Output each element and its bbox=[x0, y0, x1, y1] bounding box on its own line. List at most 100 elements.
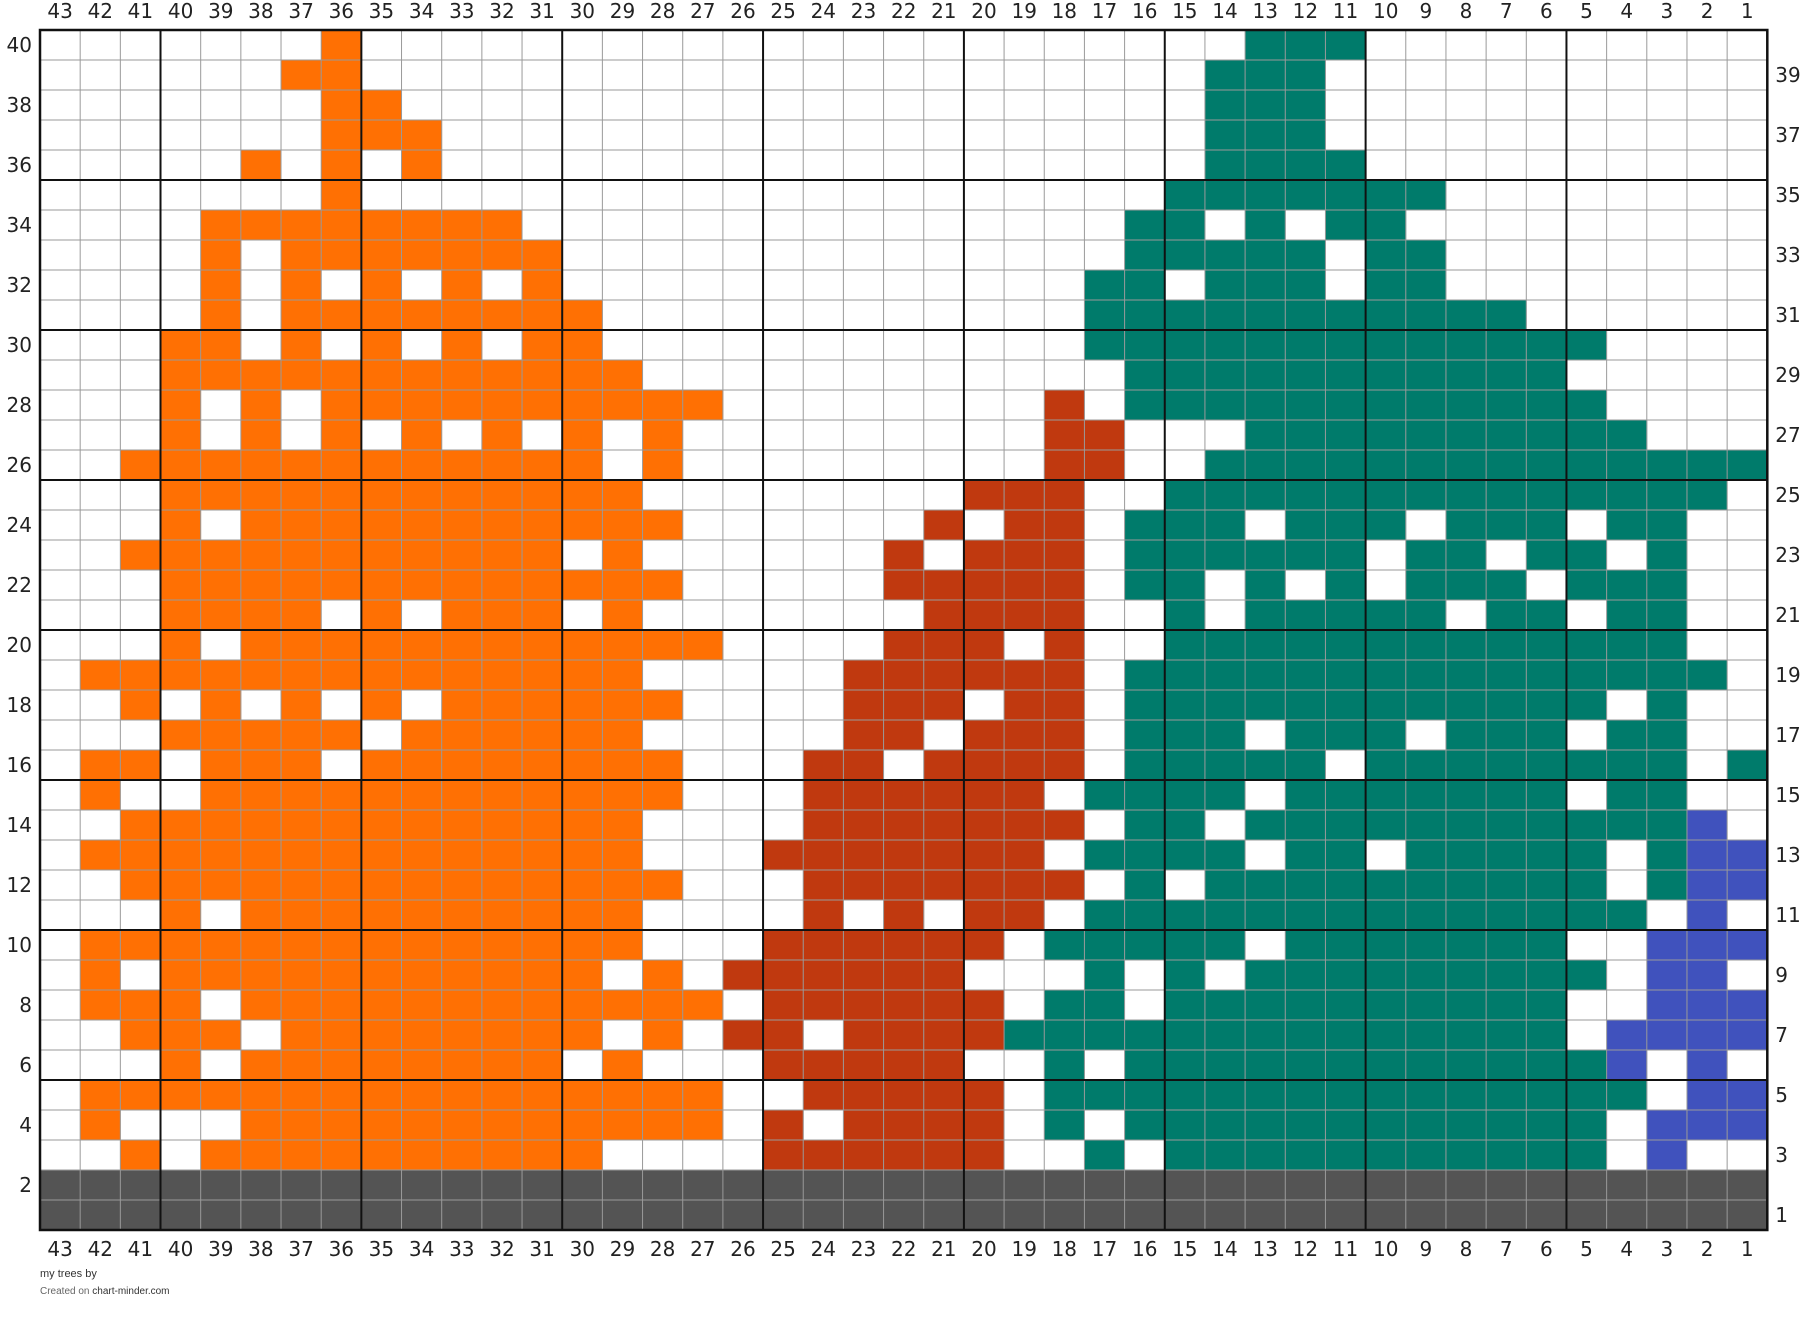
site-link[interactable]: chart-minder.com bbox=[92, 1286, 170, 1297]
chart-cell bbox=[200, 1200, 242, 1231]
chart-cell bbox=[441, 1050, 483, 1081]
chart-cell bbox=[1526, 540, 1567, 571]
chart-cell bbox=[1445, 1170, 1487, 1201]
chart-cell bbox=[1164, 690, 1206, 721]
chart-cell bbox=[441, 690, 483, 721]
chart-cell bbox=[562, 480, 603, 511]
chart-cell bbox=[682, 1080, 724, 1111]
chart-cell bbox=[1164, 750, 1206, 781]
chart-cell bbox=[120, 1200, 161, 1231]
row-label-right: 23 bbox=[1775, 543, 1800, 567]
chart-cell bbox=[120, 1170, 161, 1201]
chart-cell bbox=[1124, 930, 1166, 961]
chart-cell bbox=[1044, 870, 1085, 901]
chart-cell bbox=[1245, 420, 1286, 451]
chart-cell bbox=[1526, 1050, 1567, 1081]
chart-cell bbox=[963, 660, 1005, 691]
chart-cell bbox=[1245, 360, 1286, 391]
row-label-right: 15 bbox=[1775, 783, 1800, 807]
chart-cell bbox=[1526, 390, 1567, 421]
chart-cell bbox=[1124, 300, 1166, 331]
chart-cell bbox=[361, 1110, 402, 1141]
chart-cell bbox=[160, 360, 202, 391]
chart-cell bbox=[1204, 1200, 1246, 1231]
chart-cell bbox=[1164, 990, 1206, 1021]
chart-cell bbox=[1486, 900, 1527, 931]
column-label-top: 24 bbox=[811, 0, 836, 23]
chart-cell bbox=[401, 360, 443, 391]
chart-cell bbox=[1686, 1170, 1728, 1201]
column-label-bottom: 37 bbox=[288, 1237, 313, 1261]
chart-cell bbox=[763, 990, 804, 1021]
chart-cell bbox=[1646, 780, 1688, 811]
chart-cell bbox=[1526, 630, 1567, 661]
chart-cell bbox=[1285, 150, 1326, 181]
column-label-top: 14 bbox=[1212, 0, 1237, 23]
chart-cell bbox=[1646, 690, 1688, 721]
chart-cell bbox=[200, 1140, 242, 1171]
chart-cell bbox=[1445, 420, 1487, 451]
chart-cell bbox=[1325, 300, 1367, 331]
chart-cell bbox=[602, 1080, 643, 1111]
chart-cell bbox=[361, 1140, 402, 1171]
chart-cell bbox=[1004, 480, 1045, 511]
chart-cell bbox=[883, 870, 925, 901]
chart-cell bbox=[722, 1200, 764, 1231]
chart-cell bbox=[281, 810, 322, 841]
chart-cell bbox=[481, 570, 523, 601]
chart-cell bbox=[1124, 270, 1166, 301]
chart-cell bbox=[1245, 300, 1286, 331]
chart-cell bbox=[240, 510, 282, 541]
chart-cell bbox=[1646, 810, 1688, 841]
chart-cell bbox=[401, 1080, 443, 1111]
chart-cell bbox=[281, 750, 322, 781]
chart-cell bbox=[602, 600, 643, 631]
column-label-bottom: 16 bbox=[1132, 1237, 1157, 1261]
chart-cell bbox=[1325, 30, 1367, 61]
chart-cell bbox=[722, 1170, 764, 1201]
chart-cell bbox=[1526, 720, 1567, 751]
column-label-top: 36 bbox=[329, 0, 354, 23]
chart-cell bbox=[481, 990, 523, 1021]
chart-cell bbox=[441, 870, 483, 901]
chart-cell bbox=[1646, 750, 1688, 781]
chart-cell bbox=[1405, 270, 1447, 301]
chart-cell bbox=[843, 990, 884, 1021]
chart-cell bbox=[843, 840, 884, 871]
chart-cell bbox=[1164, 660, 1206, 691]
chart-cell bbox=[481, 630, 523, 661]
chart-cell bbox=[1727, 1080, 1768, 1111]
row-label-right: 11 bbox=[1775, 903, 1800, 927]
chart-cell bbox=[1164, 180, 1206, 211]
chart-cell bbox=[883, 540, 925, 571]
chart-cell bbox=[1285, 1080, 1326, 1111]
chart-cell bbox=[1486, 1050, 1527, 1081]
chart-cell bbox=[1445, 810, 1487, 841]
chart-cell bbox=[481, 900, 523, 931]
chart-cell bbox=[883, 1080, 925, 1111]
chart-cell bbox=[1164, 840, 1206, 871]
chart-cell bbox=[321, 1140, 362, 1171]
chart-cell bbox=[1004, 660, 1045, 691]
chart-cell bbox=[441, 300, 483, 331]
chart-cell bbox=[401, 570, 443, 601]
row-label-right: 7 bbox=[1775, 1023, 1788, 1047]
row-label-left: 28 bbox=[7, 393, 32, 417]
chart-cell bbox=[522, 570, 563, 601]
chart-cell bbox=[1325, 780, 1367, 811]
chart-cell bbox=[1325, 1200, 1367, 1231]
chart-cell bbox=[361, 1170, 402, 1201]
chart-cell bbox=[1526, 360, 1567, 391]
chart-cell bbox=[321, 450, 362, 481]
chart-cell bbox=[642, 630, 684, 661]
chart-cell bbox=[401, 1020, 443, 1051]
chart-cell bbox=[401, 750, 443, 781]
chart-cell bbox=[1044, 630, 1085, 661]
chart-cell bbox=[1486, 1170, 1527, 1201]
chart-cell bbox=[1486, 930, 1527, 961]
chart-cell bbox=[1285, 1050, 1326, 1081]
chart-cell bbox=[1124, 780, 1166, 811]
chart-cell bbox=[281, 240, 322, 271]
chart-cell bbox=[441, 1200, 483, 1231]
chart-cell bbox=[321, 930, 362, 961]
